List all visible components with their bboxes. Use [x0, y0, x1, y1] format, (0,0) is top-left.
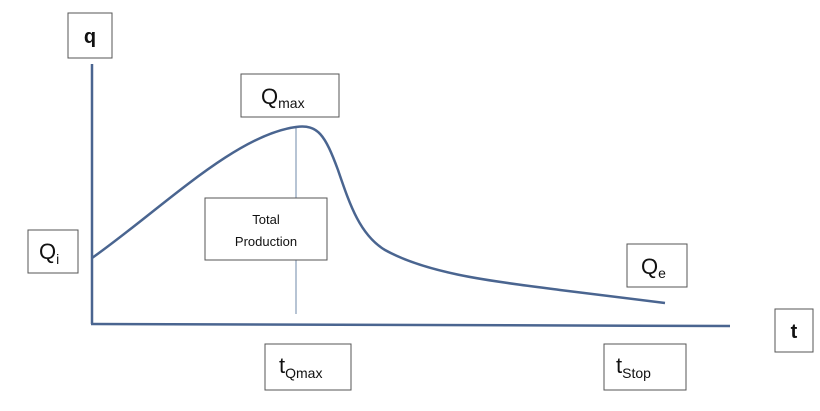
x-axis	[90, 322, 731, 328]
t-stop-sub: Stop	[622, 365, 651, 381]
q-i-sub: i	[56, 251, 59, 267]
q-e-label-box: Qe	[626, 243, 688, 288]
q-i-label-box: Qi	[27, 229, 79, 274]
t-qmax-sub: Qmax	[285, 365, 322, 381]
t-stop-label-box: tStop	[603, 343, 687, 391]
q-max-label: Qmax	[261, 84, 305, 111]
q-max-main: Q	[261, 84, 278, 109]
t-qmax-label-box: tQmax	[264, 343, 352, 391]
q-e-main: Q	[641, 254, 658, 279]
q-max-sub: max	[278, 95, 304, 111]
q-e-sub: e	[658, 265, 666, 281]
y-axis-label-box: q	[67, 12, 113, 59]
total-production-line2: Production	[235, 234, 297, 249]
y-axis-label: q	[84, 26, 96, 48]
q-max-label-box: Qmax	[240, 73, 340, 118]
t-qmax-main: t	[279, 353, 285, 378]
x-axis-label: t	[791, 321, 798, 343]
q-e-label: Qe	[641, 254, 666, 281]
t-stop-main: t	[616, 353, 622, 378]
total-production-line1: Total	[252, 212, 280, 227]
t-qmax-label: tQmax	[279, 353, 322, 381]
q-i-main: Q	[39, 239, 56, 264]
t-stop-label: tStop	[616, 353, 651, 381]
x-axis-label-box: t	[774, 308, 814, 353]
q-i-label: Qi	[39, 239, 59, 267]
production-curve	[91, 125, 666, 305]
total-production-label-box: Total Production	[204, 197, 328, 261]
